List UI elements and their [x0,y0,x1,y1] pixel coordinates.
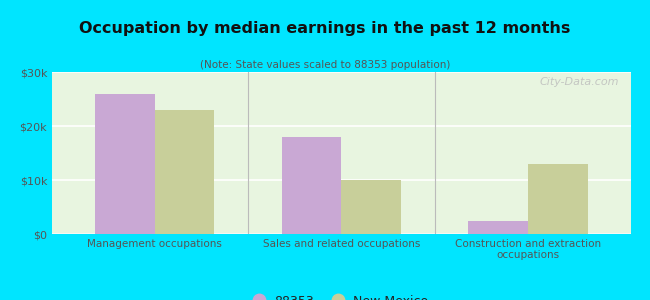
Bar [341,180,401,234]
Bar [528,164,588,234]
Bar [468,220,528,234]
Bar [95,94,155,234]
Text: City-Data.com: City-Data.com [540,77,619,87]
Text: (Note: State values scaled to 88353 population): (Note: State values scaled to 88353 popu… [200,60,450,70]
Bar [155,110,214,234]
Text: Occupation by median earnings in the past 12 months: Occupation by median earnings in the pas… [79,21,571,36]
Legend: 88353, New Mexico: 88353, New Mexico [251,292,432,300]
Bar [281,137,341,234]
